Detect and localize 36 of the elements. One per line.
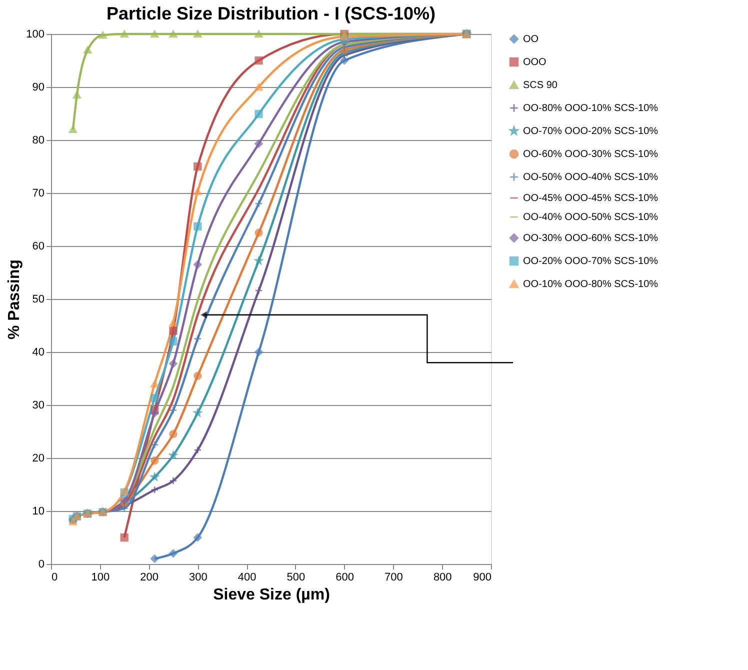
y-tick-label: 100 xyxy=(26,28,44,40)
y-tick-label: 50 xyxy=(32,294,44,306)
legend-label: OOO xyxy=(523,57,547,68)
legend-label: OO-60% OOO-30% SCS-10% xyxy=(523,149,658,160)
y-tick-label: 0 xyxy=(38,558,44,570)
x-tick-label: 0 xyxy=(52,572,58,584)
legend-label: OO-30% OOO-60% SCS-10% xyxy=(523,233,658,244)
x-tick-label: 200 xyxy=(140,572,158,584)
y-tick-label: 90 xyxy=(32,82,44,94)
x-tick-label: 600 xyxy=(336,572,354,584)
x-tick-label: 700 xyxy=(384,572,403,584)
y-tick-label: 30 xyxy=(32,400,44,412)
x-axis-title: Sieve Size (µm) xyxy=(213,586,330,604)
x-tick-label: 300 xyxy=(188,572,208,584)
x-tick-label: 100 xyxy=(91,572,110,584)
y-tick-label: 10 xyxy=(32,506,44,518)
legend-label: OO xyxy=(523,34,539,45)
y-tick-label: 20 xyxy=(32,452,44,464)
x-tick-label: 800 xyxy=(433,572,452,584)
x-tick-label: 500 xyxy=(286,572,306,584)
legend-label: SCS 90 xyxy=(523,80,558,91)
chart-title: Particle Size Distribution - I (SCS-10%) xyxy=(106,4,436,24)
legend-label: OO-80% OOO-10% SCS-10% xyxy=(523,103,658,114)
y-tick-label: 80 xyxy=(32,134,44,146)
legend-label: OO-70% OOO-20% SCS-10% xyxy=(523,126,658,137)
x-tick-label: 400 xyxy=(238,572,256,584)
legend-label: OO-40% OOO-50% SCS-10% xyxy=(523,212,658,223)
legend-label: OO-20% OOO-70% SCS-10% xyxy=(523,256,658,267)
y-axis-title: % Passing xyxy=(6,259,24,340)
y-tick-label: 60 xyxy=(32,240,44,252)
legend-label: OO-50% OOO-40% SCS-10% xyxy=(523,172,658,183)
y-tick-label: 70 xyxy=(32,188,44,200)
x-tick-label: 900 xyxy=(473,572,492,584)
legend-label: OO-10% OOO-80% SCS-10% xyxy=(523,279,658,290)
y-tick-label: 40 xyxy=(32,346,44,358)
legend-label: OO-45% OOO-45% SCS-10% xyxy=(523,193,658,204)
